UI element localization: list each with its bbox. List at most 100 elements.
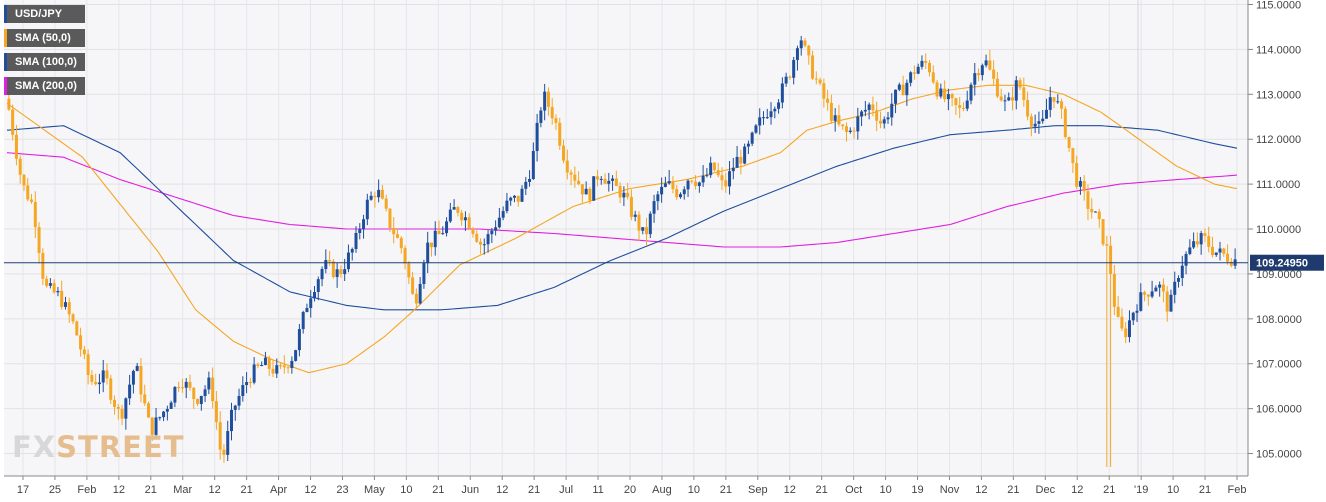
candle-body (256, 364, 260, 367)
x-tick-label: 20 (624, 484, 636, 496)
candle-body (765, 117, 769, 119)
candle-body (60, 290, 64, 307)
candle-body (1131, 312, 1135, 321)
candle-body (290, 360, 294, 369)
x-tick-label: 10 (688, 484, 700, 496)
candle-body (980, 65, 984, 76)
x-tick-label: 19 (911, 484, 923, 496)
x-tick-label: 12 (209, 484, 221, 496)
candle-body (1018, 80, 1022, 88)
y-tick-label: 107.0000 (1256, 359, 1302, 371)
y-tick-label: 106.0000 (1256, 404, 1302, 416)
candle-body (573, 174, 577, 181)
candle-body (1214, 252, 1218, 255)
candle-body (37, 227, 41, 253)
candle-body (365, 199, 369, 220)
candle-body (656, 194, 660, 202)
x-tick-label: Oct (845, 484, 862, 496)
candle-body (105, 370, 109, 379)
candle-body (614, 178, 618, 186)
x-tick-label: 21 (1103, 484, 1115, 496)
candle-body (531, 151, 535, 179)
candle-body (63, 302, 67, 307)
candle-body (924, 60, 928, 63)
legend-item-sma100[interactable]: SMA (100,0) (4, 53, 85, 71)
candle-body (1203, 233, 1207, 237)
candle-body (135, 365, 139, 371)
candle-body (211, 377, 215, 402)
candle-body (607, 180, 611, 184)
candle-body (297, 329, 301, 351)
x-tick-label: 12 (304, 484, 316, 496)
candle-body (618, 185, 622, 198)
candle-body (75, 321, 79, 336)
candle-body (1154, 287, 1158, 292)
x-tick-label: Jun (461, 484, 479, 496)
candle-body (162, 411, 166, 418)
candle-body (479, 241, 483, 245)
candle-body (637, 214, 641, 231)
candle-body (901, 84, 905, 96)
candle-body (131, 370, 135, 385)
candle-body (792, 59, 796, 78)
candle-body (973, 73, 977, 85)
x-tick-label: Jul (559, 484, 573, 496)
candle-body (328, 259, 332, 262)
candle-body (192, 387, 196, 400)
x-tick-label: 12 (496, 484, 508, 496)
candle-body (1056, 101, 1060, 103)
candle-body (1022, 87, 1026, 100)
last-price-label: 109.24950 (1256, 258, 1308, 270)
candle-body (697, 182, 701, 186)
candle-body (86, 354, 90, 376)
x-tick-label: Mar (173, 484, 192, 496)
candle-body (120, 408, 124, 419)
x-tick-label: 21 (528, 484, 540, 496)
candle-body (369, 195, 373, 200)
candle-body (1180, 265, 1184, 279)
candle-body (1094, 211, 1098, 213)
candle-body (678, 194, 682, 198)
candle-body (377, 189, 381, 198)
candle-body (139, 365, 143, 395)
x-tick-label: Sep (748, 484, 768, 496)
candle-body (720, 175, 724, 181)
candle-body (116, 406, 120, 409)
candle-body (716, 170, 720, 176)
candle-body (516, 195, 520, 202)
x-tick-label: Aug (652, 484, 672, 496)
candle-body (173, 387, 177, 403)
legend-item-sma200[interactable]: SMA (200,0) (4, 77, 85, 95)
legend-label-usdjpy: USD/JPY (15, 8, 63, 20)
candle-body (905, 82, 909, 96)
candle-body (48, 283, 52, 286)
candle-body (343, 269, 347, 275)
x-tick-label: 10 (1167, 484, 1179, 496)
candle-body (543, 91, 547, 111)
candle-body (773, 108, 777, 112)
candle-body (1124, 328, 1128, 338)
candle-body (731, 167, 735, 172)
candle-body (124, 398, 128, 419)
candle-body (826, 98, 830, 103)
candle-body (143, 394, 147, 404)
candle-body (1011, 97, 1015, 101)
candle-body (701, 175, 705, 183)
candle-body (313, 291, 316, 299)
candle-body (33, 201, 37, 228)
candle-body (648, 213, 652, 235)
candle-body (494, 227, 498, 231)
legend-label-sma200: SMA (200,0) (15, 80, 77, 92)
candle-body (539, 110, 543, 123)
candle-body (611, 178, 615, 181)
legend-item-sma50[interactable]: SMA (50,0) (4, 29, 85, 47)
candle-body (1127, 320, 1131, 338)
candle-body (445, 221, 449, 234)
candle-body (735, 156, 739, 168)
legend-item-usdjpy[interactable]: USD/JPY (4, 5, 85, 23)
candle-body (777, 102, 781, 109)
candle-body (1135, 310, 1139, 313)
candle-body (1052, 97, 1056, 102)
candle-body (565, 160, 569, 173)
